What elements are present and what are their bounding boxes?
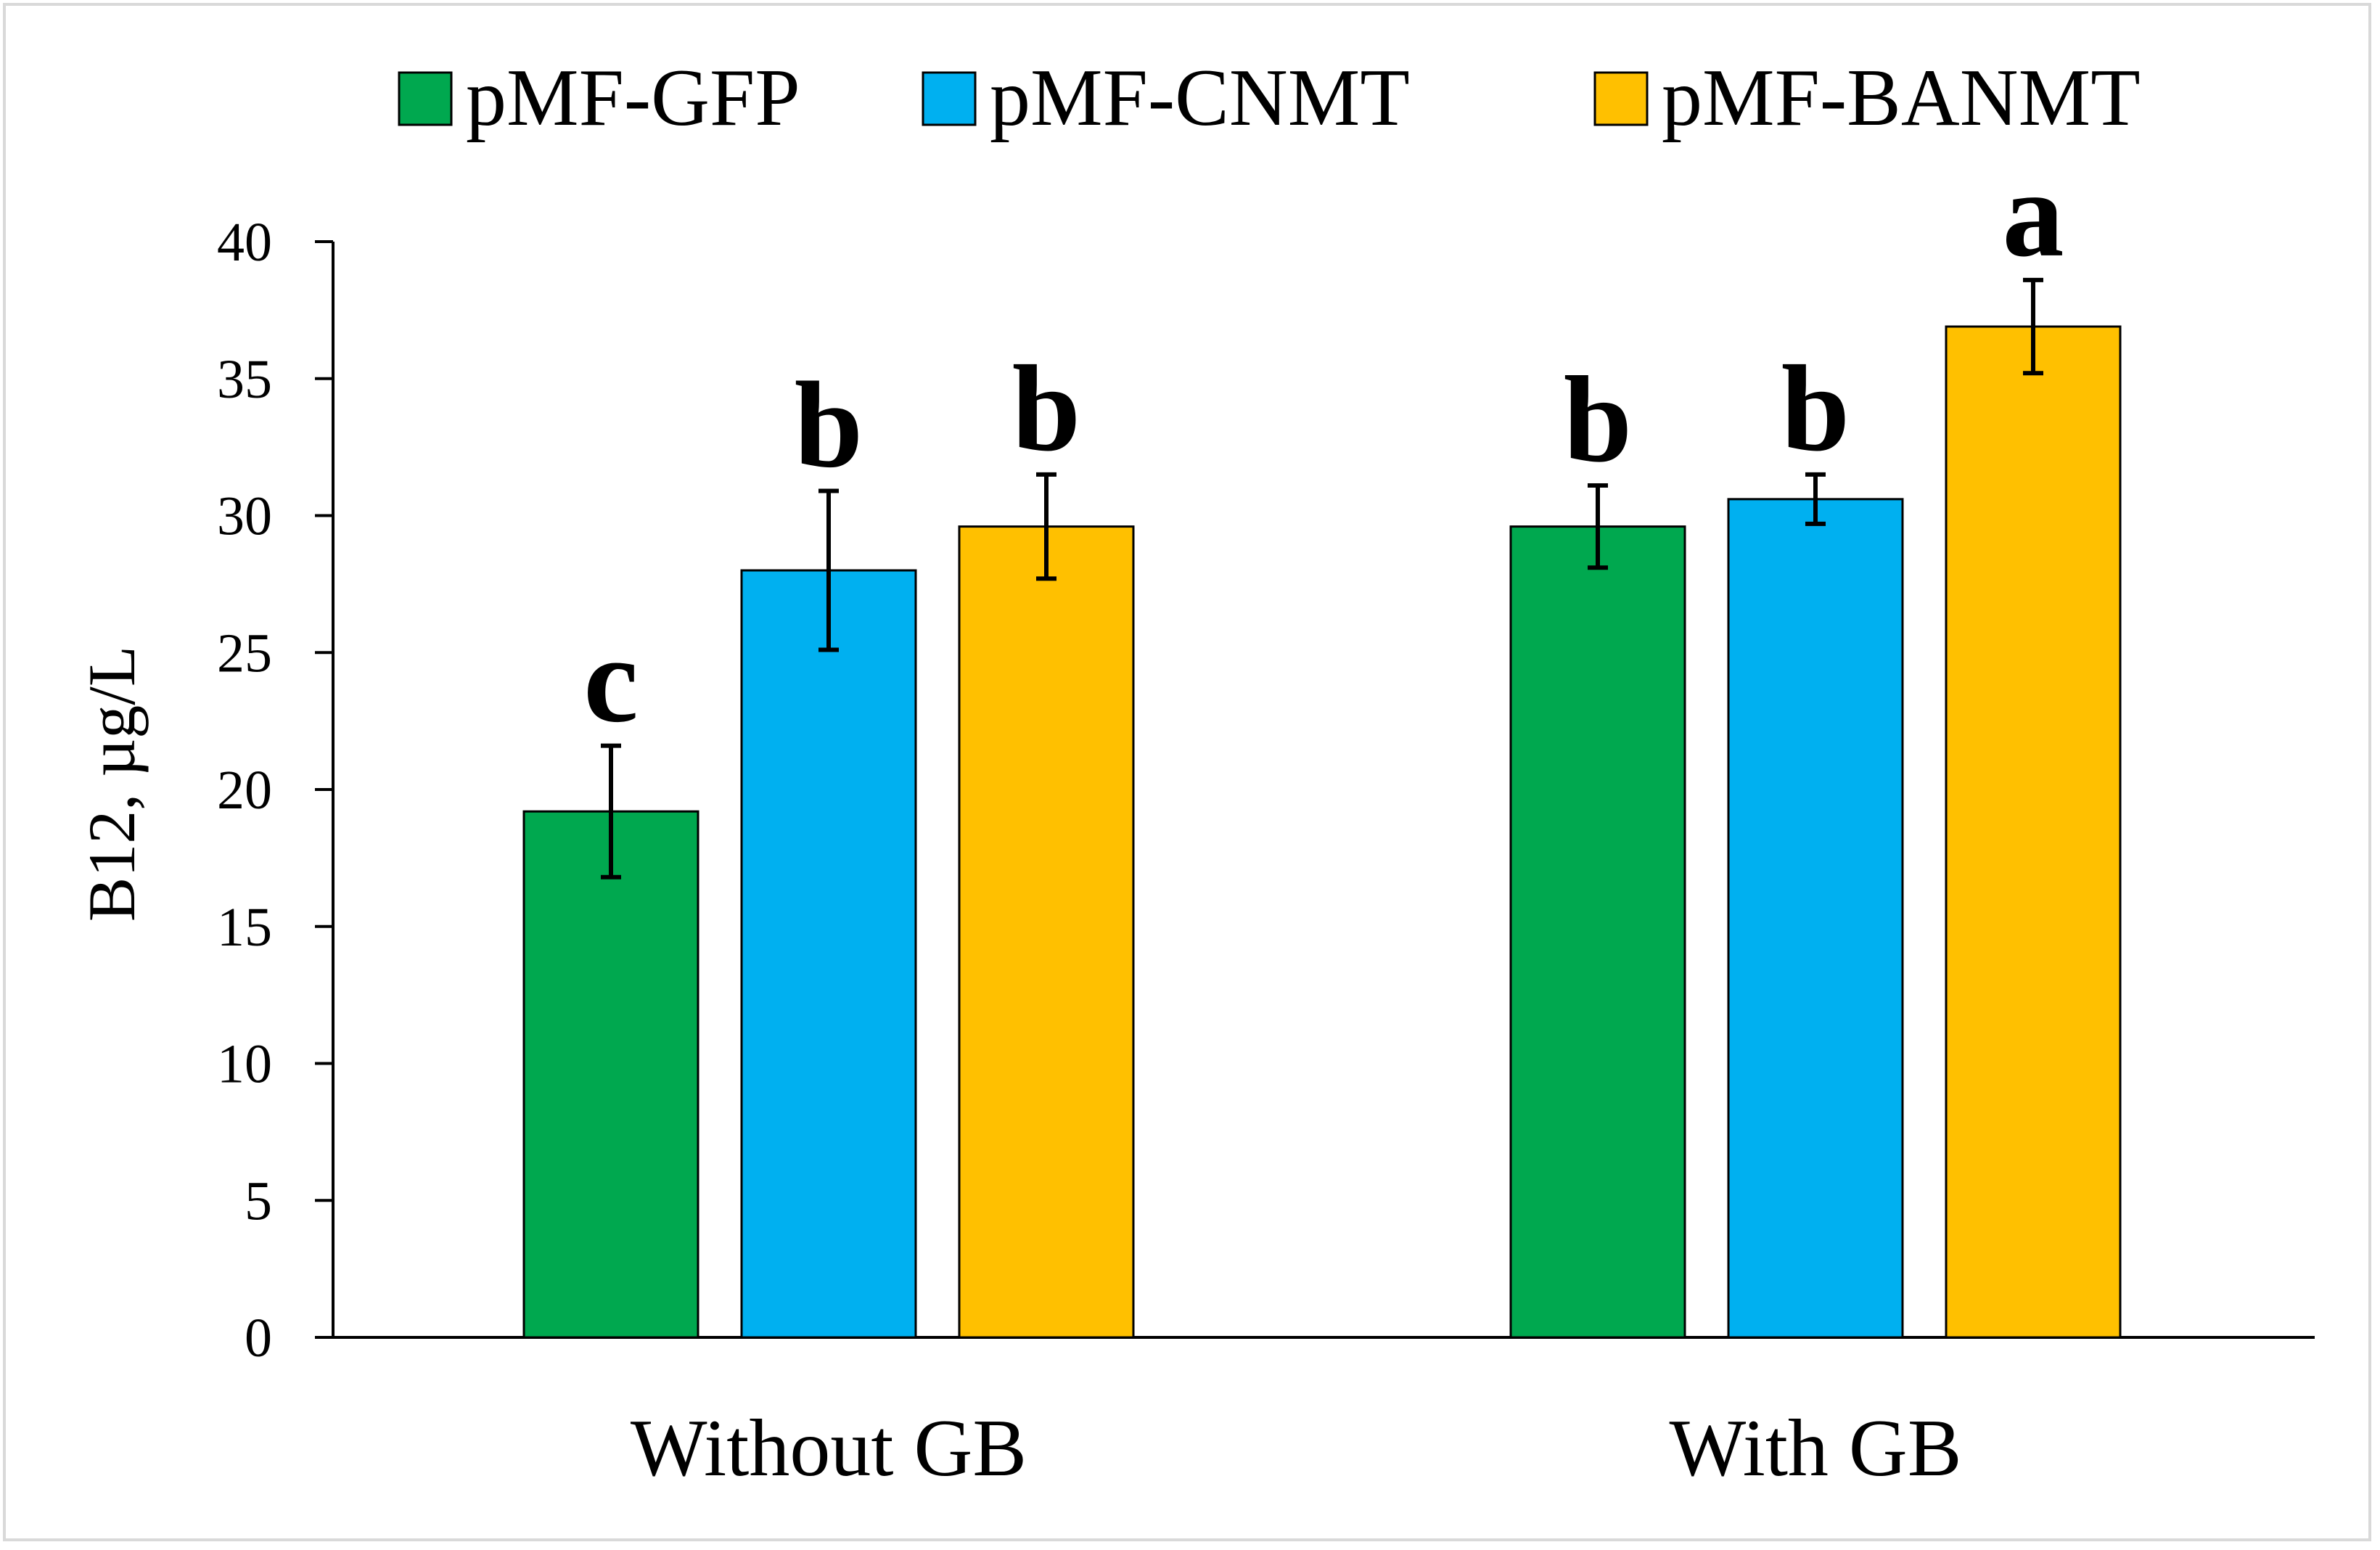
legend-item-pmf-cnmt: pMF-CNMT	[922, 53, 1410, 143]
y-tick-label: 10	[217, 1034, 272, 1095]
error-bar	[1036, 472, 1056, 581]
y-axis: 0 5 10 15 20 25 30 35 40 B12, µg/L	[75, 212, 335, 1369]
y-tick-label: 0	[245, 1308, 272, 1369]
significance-label: b	[1012, 340, 1081, 477]
legend-label: pMF-BANMT	[1662, 53, 2141, 143]
bar-pmf-banmt-with-gb	[1945, 325, 2122, 1339]
y-tick-label: 15	[217, 897, 272, 958]
legend-label: pMF-CNMT	[990, 53, 1410, 143]
y-axis-label: B12, µg/L	[75, 646, 149, 922]
y-tick-label: 5	[245, 1170, 272, 1231]
bars	[522, 325, 2122, 1339]
legend-label: pMF-GFP	[466, 53, 800, 143]
significance-label: b	[1564, 351, 1633, 488]
y-tick-label: 40	[217, 212, 272, 273]
legend-item-pmf-gfp: pMF-GFP	[398, 53, 800, 143]
y-tick-label: 25	[217, 623, 272, 684]
y-tick-label: 20	[217, 760, 272, 821]
bar-pmf-cnmt-with-gb	[1727, 498, 1904, 1339]
x-category-label: With GB	[1669, 1403, 1961, 1493]
y-tick-label: 35	[217, 349, 272, 410]
bar-pmf-banmt-without-gb	[958, 525, 1135, 1339]
error-bar	[1588, 483, 1608, 570]
y-ticks: 0 5 10 15 20 25 30 35 40	[217, 212, 333, 1369]
significance-label: b	[795, 357, 863, 493]
bar-pmf-gfp-with-gb	[1509, 525, 1686, 1339]
legend-swatch	[1593, 71, 1649, 126]
error-bars	[601, 277, 2043, 879]
significance-labels: c b b b b a	[583, 146, 2064, 748]
significance-label: c	[583, 612, 638, 748]
legend-swatch	[922, 71, 977, 126]
significance-label: a	[2003, 146, 2064, 282]
legend-swatch	[398, 71, 453, 126]
error-bar	[818, 488, 839, 652]
error-bar	[601, 743, 621, 879]
significance-label: b	[1781, 340, 1850, 477]
error-bar	[2023, 277, 2043, 376]
error-bar	[1805, 472, 1826, 526]
legend: pMF-GFP pMF-CNMT pMF-BANMT	[398, 53, 2141, 143]
x-category-label: Without GB	[631, 1403, 1027, 1493]
legend-item-pmf-banmt: pMF-BANMT	[1593, 53, 2141, 143]
x-axis-labels: Without GB With GB	[631, 1403, 1962, 1493]
bar-pmf-gfp-without-gb	[522, 810, 699, 1339]
y-tick-label: 30	[217, 486, 272, 547]
bar-pmf-cnmt-without-gb	[740, 569, 917, 1339]
